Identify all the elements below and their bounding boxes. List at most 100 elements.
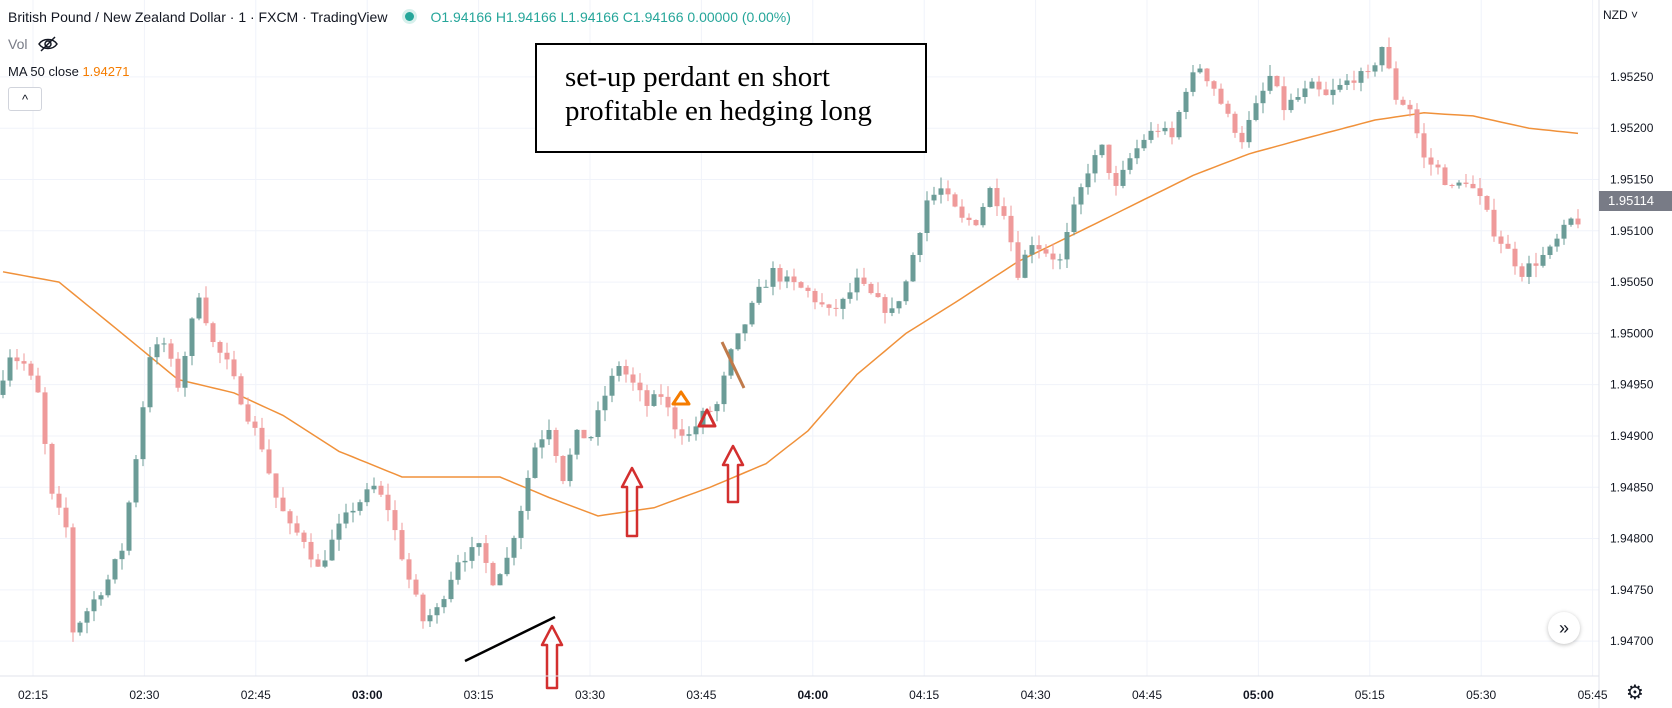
candle[interactable]: [1064, 222, 1070, 268]
gear-icon[interactable]: ⚙: [1626, 682, 1644, 704]
candle[interactable]: [602, 386, 608, 422]
candle[interactable]: [1246, 111, 1252, 148]
candle[interactable]: [91, 591, 97, 622]
candle[interactable]: [497, 573, 503, 586]
candle[interactable]: [357, 499, 363, 516]
candle[interactable]: [1526, 255, 1532, 285]
candle[interactable]: [238, 373, 244, 406]
candle[interactable]: [1001, 197, 1007, 220]
candle[interactable]: [980, 203, 986, 228]
candle[interactable]: [735, 333, 741, 351]
candle[interactable]: [749, 300, 755, 327]
candle[interactable]: [560, 455, 566, 485]
candle[interactable]: [364, 483, 370, 507]
candle[interactable]: [336, 513, 342, 551]
candle[interactable]: [931, 186, 937, 205]
candle[interactable]: [1428, 148, 1434, 176]
candle[interactable]: [1162, 121, 1168, 135]
candle[interactable]: [1547, 244, 1553, 259]
candle[interactable]: [917, 231, 923, 263]
candle[interactable]: [343, 503, 349, 529]
candle[interactable]: [1050, 243, 1056, 270]
candle[interactable]: [434, 603, 440, 624]
candle[interactable]: [56, 485, 62, 515]
candle[interactable]: [665, 386, 671, 417]
candle[interactable]: [154, 337, 160, 365]
candle[interactable]: [385, 483, 391, 522]
candle[interactable]: [1442, 164, 1448, 186]
candle[interactable]: [252, 416, 258, 436]
candle[interactable]: [1540, 246, 1546, 268]
candle[interactable]: [490, 561, 496, 587]
candle[interactable]: [616, 361, 622, 382]
candle[interactable]: [1288, 93, 1294, 113]
candle[interactable]: [819, 293, 825, 308]
candle[interactable]: [1456, 180, 1462, 189]
candle[interactable]: [833, 298, 839, 317]
candle[interactable]: [1113, 165, 1119, 196]
candle[interactable]: [140, 401, 146, 467]
candle[interactable]: [840, 297, 846, 320]
candle[interactable]: [1568, 217, 1574, 227]
candle[interactable]: [1372, 62, 1378, 77]
candle[interactable]: [588, 435, 594, 441]
candle[interactable]: [721, 371, 727, 412]
candle[interactable]: [525, 470, 531, 520]
candle[interactable]: [245, 397, 251, 425]
candle[interactable]: [462, 552, 468, 572]
ma-legend[interactable]: MA 50 close 1.94271: [8, 64, 129, 79]
candle[interactable]: [882, 294, 888, 324]
candle[interactable]: [1400, 96, 1406, 106]
candle[interactable]: [406, 553, 412, 589]
candle[interactable]: [476, 542, 482, 556]
symbol-title[interactable]: British Pound / New Zealand Dollar · 1 ·…: [8, 9, 388, 25]
candle[interactable]: [756, 278, 762, 305]
candle[interactable]: [1512, 241, 1518, 275]
candle[interactable]: [1477, 177, 1483, 205]
candle[interactable]: [210, 321, 216, 348]
candle[interactable]: [896, 300, 902, 314]
candle[interactable]: [0, 370, 6, 399]
candle[interactable]: [427, 608, 433, 627]
candle[interactable]: [826, 303, 832, 316]
collapse-legend-button[interactable]: ^: [8, 87, 42, 111]
candle[interactable]: [1134, 139, 1140, 165]
candle[interactable]: [609, 368, 615, 403]
candle[interactable]: [1169, 121, 1175, 145]
candle[interactable]: [469, 536, 475, 569]
candle[interactable]: [259, 417, 265, 453]
candle[interactable]: [84, 607, 90, 634]
eye-hidden-icon[interactable]: [37, 36, 59, 52]
candle[interactable]: [1120, 160, 1126, 189]
red-triangle-marker[interactable]: [697, 408, 717, 428]
candle[interactable]: [112, 558, 118, 584]
candle[interactable]: [392, 500, 398, 541]
candle[interactable]: [413, 574, 419, 597]
annotation-text-box[interactable]: set-up perdant en short profitable en he…: [535, 43, 927, 153]
candle[interactable]: [126, 500, 132, 556]
candle[interactable]: [798, 280, 804, 289]
candle[interactable]: [21, 353, 27, 371]
candle[interactable]: [770, 261, 776, 296]
candle[interactable]: [1379, 46, 1385, 72]
candle[interactable]: [350, 502, 356, 523]
candle[interactable]: [567, 448, 573, 487]
candle[interactable]: [763, 279, 769, 288]
candle[interactable]: [77, 620, 83, 636]
candle[interactable]: [168, 338, 174, 367]
candle[interactable]: [504, 547, 510, 577]
candle[interactable]: [532, 442, 538, 479]
candle[interactable]: [1260, 82, 1266, 114]
candle[interactable]: [742, 324, 748, 342]
candle[interactable]: [553, 427, 559, 463]
candle[interactable]: [595, 401, 601, 446]
candle[interactable]: [1127, 153, 1133, 175]
candle[interactable]: [322, 550, 328, 569]
candle[interactable]: [1155, 123, 1161, 138]
candle[interactable]: [875, 282, 881, 298]
candle[interactable]: [273, 473, 279, 508]
candle[interactable]: [28, 360, 34, 380]
candle[interactable]: [1421, 123, 1427, 169]
candle[interactable]: [1141, 134, 1147, 152]
candle[interactable]: [1358, 67, 1364, 92]
